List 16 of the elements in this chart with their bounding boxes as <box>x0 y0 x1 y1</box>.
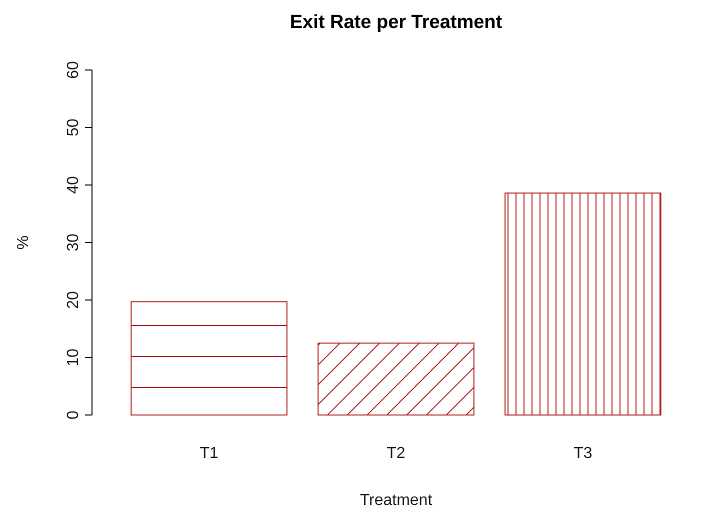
x-axis-title: Treatment <box>360 492 433 508</box>
y-tick-label: 10 <box>65 348 82 366</box>
y-axis-title: % <box>15 235 32 250</box>
y-tick-label: 0 <box>65 410 82 420</box>
y-tick-label: 20 <box>65 291 82 309</box>
x-tick-label: T3 <box>574 445 592 462</box>
bar <box>504 192 662 416</box>
y-tick-label: 40 <box>65 176 82 194</box>
y-tick-label: 60 <box>65 61 82 79</box>
chart-title: Exit Rate per Treatment <box>290 12 503 33</box>
x-tick-label: T2 <box>386 445 406 462</box>
y-tick-label: 30 <box>65 234 82 252</box>
bar <box>318 342 474 416</box>
x-tick-label: T1 <box>200 445 218 462</box>
y-tick-label: 50 <box>65 118 82 136</box>
bar <box>130 301 288 416</box>
